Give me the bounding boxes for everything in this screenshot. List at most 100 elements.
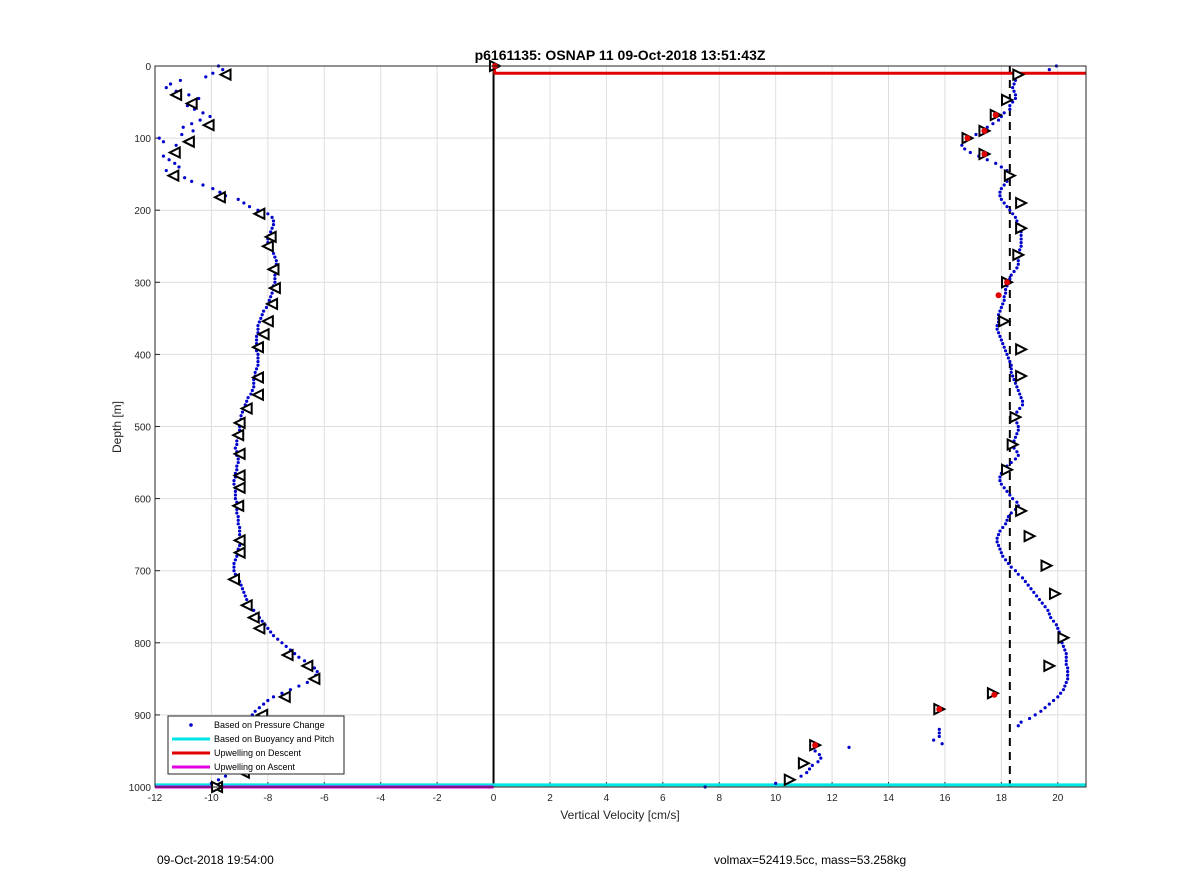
pressure-point	[1001, 525, 1005, 530]
pressure-point	[190, 122, 194, 126]
buoyancy-marker	[277, 690, 291, 704]
buoyancy-marker	[230, 428, 245, 442]
pressure-point	[297, 655, 301, 659]
buoyancy-marker	[260, 239, 274, 253]
pressure-point	[174, 143, 178, 147]
pressure-point	[178, 78, 182, 83]
pressure-point	[1015, 410, 1019, 414]
pressure-point	[1051, 619, 1056, 623]
pressure-point	[238, 533, 242, 537]
pressure-point	[269, 230, 273, 234]
x-tick-label: 20	[1052, 793, 1064, 804]
pressure-point	[1013, 215, 1018, 220]
x-tick-label: 12	[827, 793, 839, 804]
pressure-point	[238, 525, 242, 530]
pressure-point	[1006, 561, 1011, 566]
pressure-point	[269, 630, 273, 634]
pressure-point	[816, 760, 820, 764]
buoyancy-marker	[1015, 221, 1029, 235]
pressure-point	[239, 414, 243, 418]
axes-box	[154, 65, 1087, 788]
pressure-point	[198, 118, 202, 122]
pressure-point	[813, 749, 817, 753]
pressure-point	[235, 439, 239, 443]
pressure-point	[1012, 378, 1016, 382]
pressure-point	[1063, 684, 1067, 688]
buoyancy-marker	[1012, 68, 1026, 82]
pressure-point	[1003, 287, 1008, 292]
pressure-point	[1015, 432, 1019, 436]
buoyancy-marker	[783, 773, 798, 787]
buoyancy-marker	[201, 118, 215, 132]
pressure-point	[302, 659, 307, 663]
pressure-point	[264, 305, 269, 310]
x-tick-label: 2	[547, 793, 553, 804]
pressure-point	[1016, 572, 1020, 576]
pressure-point	[998, 475, 1002, 479]
pressure-point	[1056, 626, 1060, 630]
pressure-point	[252, 385, 256, 389]
pressure-point	[273, 277, 277, 281]
pressure-point	[1005, 204, 1009, 209]
y-tick-label: 300	[134, 278, 151, 289]
pressure-point	[1056, 695, 1060, 699]
pressure-point	[267, 298, 271, 302]
pressure-point	[187, 93, 191, 97]
pressure-point	[221, 68, 225, 72]
y-tick-label: 0	[145, 62, 151, 73]
buoyancy-marker	[1001, 93, 1015, 107]
pressure-point	[1008, 104, 1012, 108]
pressure-point	[271, 219, 276, 223]
pressure-point	[236, 457, 240, 461]
pressure-point	[201, 111, 205, 115]
pressure-point	[996, 543, 1001, 548]
pressure-point	[1002, 298, 1006, 302]
pressure-point	[1008, 208, 1012, 212]
pressure-point	[167, 158, 171, 162]
pressure-point	[256, 356, 260, 360]
pressure-point	[164, 86, 168, 90]
pressure-point	[236, 522, 240, 526]
grid	[154, 65, 1086, 788]
buoyancy-marker	[1015, 504, 1029, 518]
pressure-point	[1009, 363, 1013, 367]
pressure-point	[1011, 497, 1015, 501]
pressure-point	[1003, 291, 1008, 295]
pressure-point	[1016, 724, 1020, 728]
y-tick-label: 600	[134, 495, 151, 506]
buoyancy-marker	[252, 207, 266, 221]
pressure-point	[1016, 388, 1020, 393]
buoyancy-marker	[226, 572, 240, 586]
upwelling-point	[964, 135, 971, 142]
pressure-point	[1043, 706, 1047, 710]
pressure-point	[211, 71, 215, 75]
pressure-point	[235, 464, 239, 468]
pressure-point	[1003, 558, 1008, 562]
pressure-point	[252, 608, 256, 612]
pressure-point	[1064, 659, 1068, 663]
buoyancy-marker	[166, 168, 180, 183]
pressure-point	[1002, 183, 1006, 187]
buoyancy-marker	[246, 610, 260, 625]
x-tick-label: 6	[660, 793, 666, 804]
upwelling-point	[995, 292, 1002, 299]
buoyancy-marker	[239, 401, 253, 416]
pressure-point	[1033, 713, 1037, 717]
pressure-point	[1016, 262, 1020, 266]
pressure-point	[168, 82, 173, 86]
pressure-point	[253, 370, 257, 375]
buoyancy-marker	[1009, 410, 1023, 424]
pressure-point	[262, 309, 266, 313]
pressure-point	[238, 543, 242, 548]
pressure-point	[998, 547, 1002, 551]
pressure-point	[270, 215, 274, 220]
pressure-point	[1016, 453, 1020, 457]
pressure-point	[242, 201, 246, 205]
pressure-point	[243, 594, 247, 598]
pressure-point	[817, 752, 821, 757]
pressure-point	[252, 381, 256, 385]
pressure-point	[1051, 698, 1056, 703]
pressure-point	[270, 291, 274, 295]
pressure-point	[256, 327, 260, 331]
